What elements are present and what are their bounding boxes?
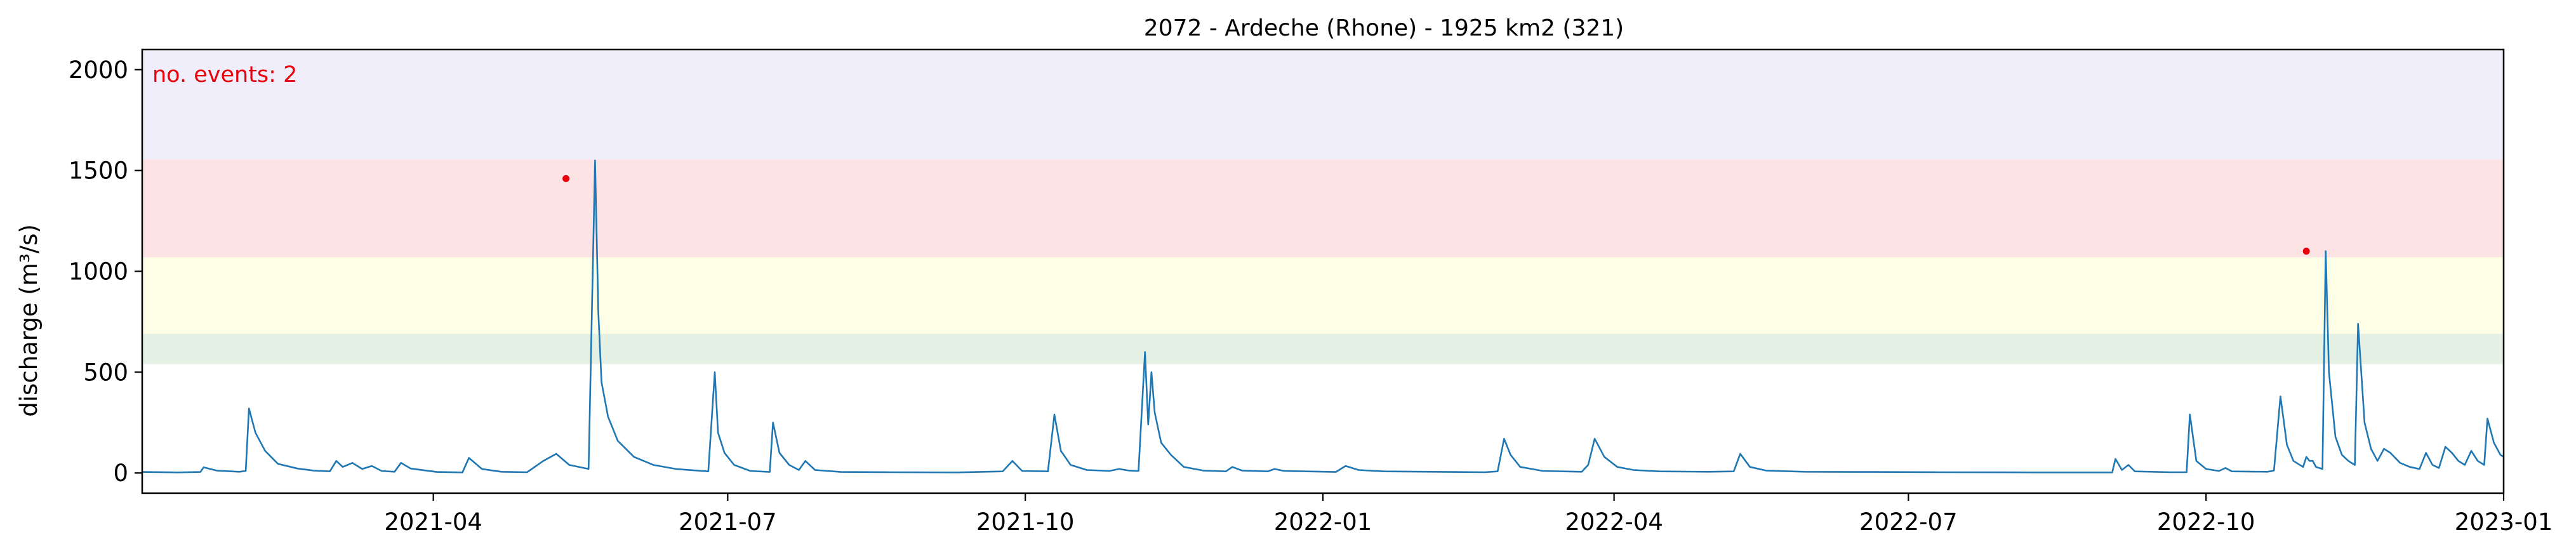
threshold-bands (142, 50, 2504, 364)
y-axis-label: discharge (m³/s) (15, 224, 43, 417)
series-layer (142, 159, 2504, 473)
threshold-band-4 (142, 50, 2504, 160)
x-tick-label: 2021-10 (976, 508, 1075, 536)
events-layer (562, 175, 2310, 255)
discharge-series-line-1 (142, 159, 2504, 473)
x-tick-label: 2022-10 (2157, 508, 2255, 536)
event-count-annotation: no. events: 2 (152, 62, 297, 88)
x-tick-label: 2023-01 (2455, 508, 2553, 536)
x-tick-label: 2022-07 (1859, 508, 1958, 536)
threshold-band-1 (142, 333, 2504, 364)
y-tick-label: 2000 (69, 56, 128, 84)
x-tick-label: 2021-07 (679, 508, 777, 536)
event-point-2 (2302, 248, 2310, 255)
threshold-band-3 (142, 159, 2504, 258)
x-axis: 2021-04 2021-07 2021-10 2022-01 2022-04 2022-… (384, 493, 2553, 536)
y-tick-label: 0 (113, 460, 128, 487)
x-tick-label: 2021-04 (384, 508, 482, 536)
x-tick-label: 2022-01 (1274, 508, 1372, 536)
threshold-band-2 (142, 257, 2504, 334)
x-tick-label: 2022-04 (1565, 508, 1663, 536)
y-axis: 0 500 1000 1500 2000 (69, 56, 142, 487)
y-tick-label: 500 (83, 359, 128, 386)
y-tick-label: 1500 (69, 157, 128, 185)
event-point-1 (562, 175, 570, 182)
chart-title: 2072 - Ardeche (Rhone) - 1925 km2 (321) (1144, 15, 1624, 41)
y-tick-label: 1000 (69, 258, 128, 286)
